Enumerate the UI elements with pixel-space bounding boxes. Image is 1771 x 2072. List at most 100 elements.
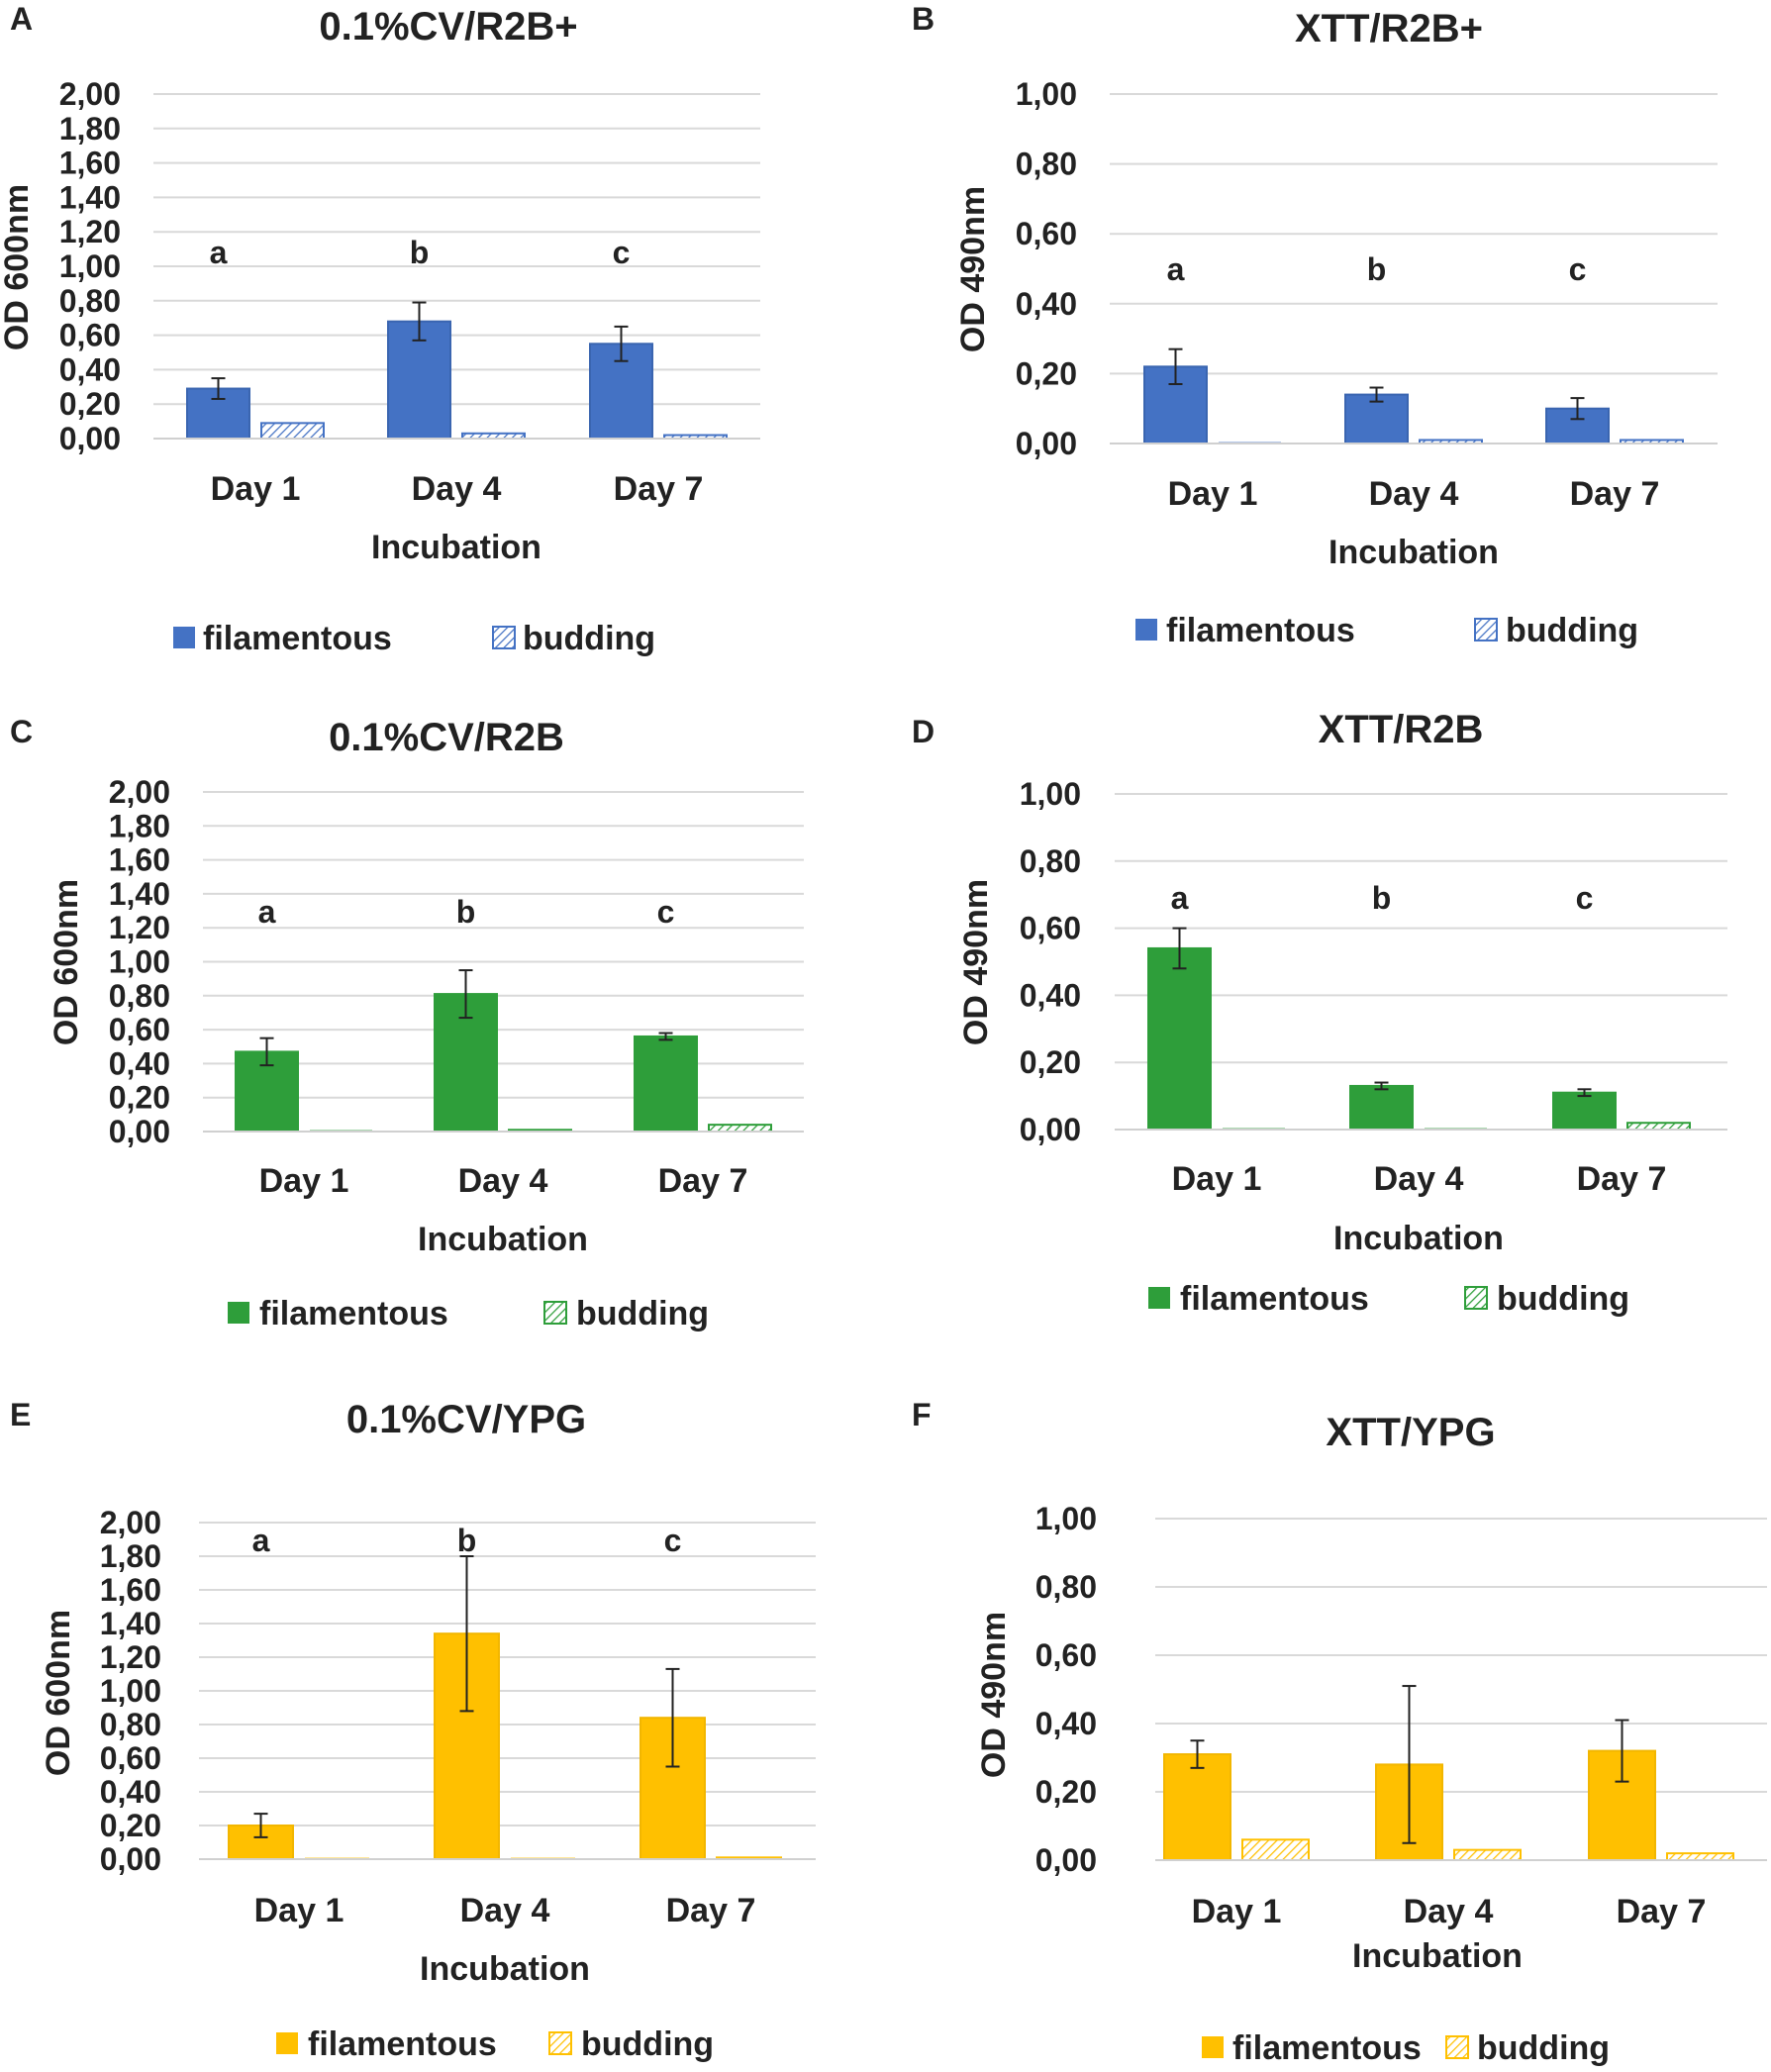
significance-letter: b	[1367, 251, 1387, 287]
plot-area-f: 0,00 0,20 0,40 0,60 0,80 1,00 Day 1 Day 4 Day 7	[1035, 1501, 1767, 1930]
panel-c: C 0.1%CV/R2B OD 600nm Incubation 0,000,2…	[10, 714, 804, 1332]
y-axis-label: OD 600nm	[40, 1610, 77, 1776]
x-tick-label: Day 7	[658, 1162, 748, 1200]
y-tick-label: 0,40	[59, 351, 121, 387]
legend-swatch-filamentous	[173, 627, 195, 648]
y-tick-label: 0,00	[109, 1114, 170, 1149]
y-tick-label: 1,00	[109, 944, 170, 980]
error-bar	[459, 1555, 474, 1713]
y-tick-label: 0,00	[1016, 426, 1077, 461]
legend-swatch-budding	[1445, 2035, 1469, 2059]
y-tick-label: 1,40	[100, 1606, 161, 1641]
legend-label-budding: budding	[1506, 612, 1638, 649]
y-tick-label: 1,80	[100, 1538, 161, 1574]
y-tick-label: 1,60	[100, 1572, 161, 1608]
panel-a: A 0.1%CV/R2B+ OD 600nm Incubation 0,000,…	[0, 1, 760, 657]
x-tick-label: Day 1	[254, 1892, 344, 1929]
legend-swatch-budding	[543, 1301, 567, 1325]
significance-letter: c	[613, 235, 631, 270]
y-tick-label: 0,20	[1020, 1044, 1081, 1080]
y-tick-label: 1,20	[100, 1639, 161, 1675]
y-tick-label: 0,20	[109, 1080, 170, 1116]
significance-letter: a	[210, 235, 228, 270]
y-axis-label: OD 490nm	[954, 186, 992, 352]
y-tick-label: 1,20	[109, 910, 170, 945]
significance-letter: a	[258, 894, 276, 930]
error-bar	[412, 301, 427, 342]
significance-letter: c	[657, 894, 675, 930]
legend-label-filamentous: filamentous	[1180, 1280, 1369, 1318]
error-bar	[1374, 1081, 1389, 1091]
x-tick-label: Day 4	[1374, 1160, 1464, 1198]
error-bar	[1172, 927, 1187, 970]
significance-letter: c	[664, 1523, 682, 1558]
legend-swatch-filamentous	[276, 2032, 298, 2054]
legend-label-budding: budding	[581, 2025, 714, 2063]
panel-letter: A	[10, 1, 33, 37]
y-tick-label: 0,80	[1035, 1569, 1097, 1605]
bar-budding	[1626, 1122, 1691, 1131]
legend-swatch-filamentous	[1135, 619, 1157, 641]
legend-label-filamentous: filamentous	[1166, 612, 1355, 649]
error-bar	[1615, 1719, 1629, 1783]
error-bar	[211, 377, 226, 400]
y-tick-label: 1,20	[59, 214, 121, 249]
y-tick-label: 0,80	[1016, 147, 1077, 182]
y-tick-label: 2,00	[59, 76, 121, 112]
x-tick-label: Day 4	[1404, 1893, 1494, 1930]
legend-swatch-budding	[1474, 618, 1498, 641]
significance-letter: b	[410, 235, 430, 270]
x-axis-label: Incubation	[420, 1950, 590, 1988]
error-bar	[458, 969, 473, 1020]
chart-title: 0.1%CV/YPG	[346, 1398, 586, 1441]
bar-filamentous	[1344, 393, 1409, 444]
panel-letter: C	[10, 714, 33, 749]
error-bar	[1402, 1685, 1417, 1844]
significance-letter: b	[456, 894, 476, 930]
bar-budding	[1241, 1838, 1310, 1862]
legend-swatch-budding	[1464, 1286, 1488, 1310]
y-tick-label: 0,80	[109, 978, 170, 1014]
chart-title: 0.1%CV/R2B+	[319, 5, 577, 49]
y-tick-label: 0,80	[1020, 843, 1081, 879]
x-tick-label: Day 7	[1577, 1160, 1667, 1198]
y-tick-label: 0,20	[1016, 355, 1077, 391]
bar-filamentous	[1147, 946, 1212, 1131]
chart-title: 0.1%CV/R2B	[329, 716, 564, 759]
y-tick-label: 1,00	[59, 248, 121, 284]
y-tick-label: 0,40	[1016, 286, 1077, 322]
y-tick-label: 1,40	[59, 179, 121, 215]
error-bar	[1190, 1739, 1205, 1769]
significance-letter: b	[1372, 880, 1392, 916]
x-axis-label: Incubation	[1333, 1220, 1504, 1257]
y-tick-label: 1,00	[1016, 76, 1077, 112]
bar-budding	[1666, 1852, 1734, 1861]
y-tick-label: 0,60	[1020, 911, 1081, 946]
panel-f: F XTT/YPG OD 490nm Incubation 0,000,200,…	[912, 1397, 1767, 2067]
y-tick-label: 0,80	[59, 283, 121, 319]
legend-label-filamentous: filamentous	[259, 1295, 448, 1332]
significance-letter: a	[252, 1523, 270, 1558]
y-tick-label: 1,60	[109, 842, 170, 878]
y-tick-label: 0,00	[100, 1841, 161, 1877]
y-tick-label: 1,60	[59, 146, 121, 181]
error-bar	[614, 325, 629, 362]
x-tick-label: Day 4	[458, 1162, 548, 1200]
y-tick-label: 0,60	[109, 1012, 170, 1047]
panel-letter: E	[10, 1397, 31, 1432]
y-tick-label: 1,00	[100, 1673, 161, 1709]
panel-letter: F	[912, 1397, 932, 1432]
plot-area-a: 0,000,200,400,600,801,001,201,401,601,80…	[59, 76, 760, 508]
y-tick-label: 0,20	[59, 386, 121, 422]
bar-budding	[1453, 1848, 1522, 1862]
y-axis-label: OD 600nm	[48, 879, 85, 1045]
y-tick-label: 1,80	[59, 111, 121, 147]
y-tick-label: 0,60	[59, 318, 121, 353]
legend-swatch-filamentous	[1202, 2036, 1224, 2058]
y-tick-label: 0,40	[1035, 1706, 1097, 1741]
bar-filamentous	[1163, 1753, 1231, 1862]
bar-filamentous	[634, 1035, 698, 1133]
y-axis-label: OD 490nm	[957, 879, 995, 1045]
x-axis-label: Incubation	[371, 529, 541, 566]
